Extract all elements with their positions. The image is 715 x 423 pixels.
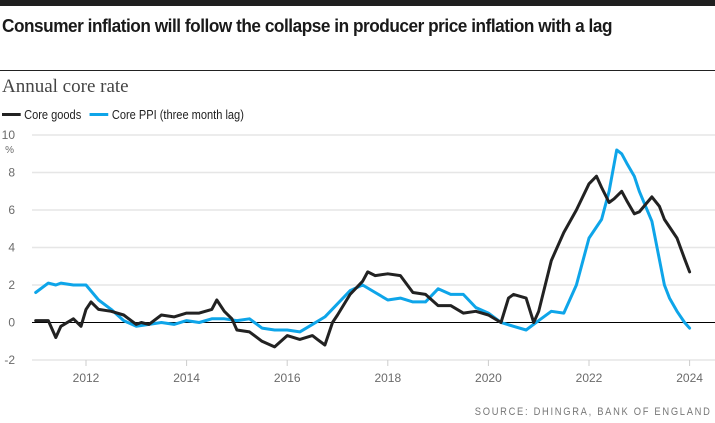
legend-swatch-core-goods — [2, 113, 21, 116]
y-tick-label: -2 — [4, 353, 15, 367]
chart-subtitle: Annual core rate — [2, 76, 129, 97]
x-tick-label: 2024 — [676, 371, 703, 385]
y-tick-label: 8 — [8, 166, 15, 180]
series-lines — [34, 148, 692, 349]
chart-title: Consumer inflation will follow the colla… — [2, 15, 612, 36]
legend-label-core-ppi: Core PPI (three month lag) — [111, 107, 244, 122]
x-tick-label: 2018 — [374, 371, 401, 385]
legend-item-core-goods: Core goods — [2, 107, 81, 122]
y-tick-label: 4 — [8, 241, 15, 255]
y-tick-label: 2 — [8, 278, 15, 292]
legend-label-core-goods: Core goods — [24, 107, 82, 122]
y-axis-ticks: -2 0 2 4 6 8 10% — [2, 128, 16, 367]
y-tick-label: 6 — [8, 203, 15, 217]
x-tick-label: 2022 — [576, 371, 603, 385]
x-tick-label: 2012 — [73, 371, 100, 385]
y-unit-label: % — [5, 145, 14, 156]
source-note: SOURCE: DHINGRA, BANK OF ENGLAND — [475, 406, 712, 418]
legend-item-core-ppi: Core PPI (three month lag) — [89, 107, 244, 122]
legend-swatch-core-ppi — [89, 113, 109, 116]
gridlines — [32, 134, 715, 361]
y-tick-label: 10 — [2, 128, 16, 142]
x-axis-ticks: 2012 2014 2016 2018 2020 2022 2024 — [73, 360, 703, 385]
y-tick-label: 0 — [8, 316, 15, 330]
legend: Core goods Core PPI (three month lag) — [2, 107, 252, 122]
top-bar — [0, 0, 715, 6]
x-tick-label: 2020 — [475, 371, 502, 385]
series-line-core-goods — [34, 174, 692, 349]
title-rule — [0, 70, 715, 71]
x-tick-label: 2016 — [274, 371, 301, 385]
series-line-core-ppi — [34, 148, 692, 334]
x-tick-label: 2014 — [173, 371, 200, 385]
